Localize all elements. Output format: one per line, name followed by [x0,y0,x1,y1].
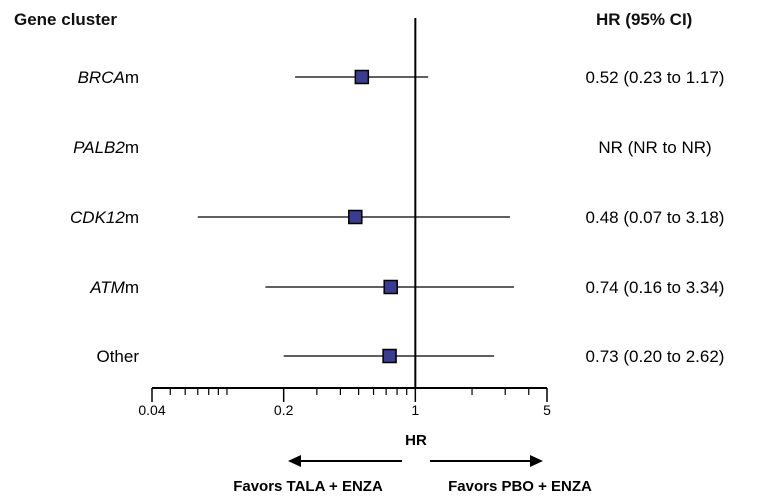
row-label-gene: PALB2 [73,138,125,157]
hr-ci-value: 0.73 (0.20 to 2.62) [586,347,725,366]
row-label-suffix: m [125,208,139,227]
x-axis-title: HR [405,432,427,449]
hr-point-marker [383,279,398,295]
x-tick-label: 0.04 [138,402,165,418]
x-tick-label: 1 [411,402,419,418]
row-label-gene: CDK12 [70,208,125,227]
right-arrow-head [530,455,543,467]
row-label: PALB2m [73,138,139,157]
row-label-suffix: m [125,138,139,157]
hr-point-marker [382,348,397,364]
hr-point-marker [354,69,370,85]
hr-ci-value: 0.74 (0.16 to 3.34) [586,278,725,297]
row-label-gene: BRCA [78,68,125,87]
row-label-suffix: m [125,278,139,297]
hr-ci-value: 0.52 (0.23 to 1.17) [586,68,725,87]
row-label: Other [96,347,139,366]
row-label: ATMm [89,278,139,297]
favors-right-label: Favors PBO + ENZA [448,478,592,495]
hr-point-marker [348,209,363,225]
row-label: CDK12m [70,208,139,227]
row-label-gene: ATM [89,278,125,297]
hr-ci-header: HR (95% CI) [596,10,693,29]
row-label-suffix: Other [96,347,139,366]
hr-ci-value: 0.48 (0.07 to 3.18) [586,208,725,227]
row-label-suffix: m [125,68,139,87]
left-arrow-head [288,455,301,467]
favors-left-label: Favors TALA + ENZA [233,478,383,495]
gene-cluster-header: Gene cluster [14,10,117,29]
hr-ci-value: NR (NR to NR) [598,138,711,157]
row-label: BRCAm [78,68,139,87]
x-tick-label: 5 [543,402,551,418]
x-tick-label: 0.2 [274,402,294,418]
